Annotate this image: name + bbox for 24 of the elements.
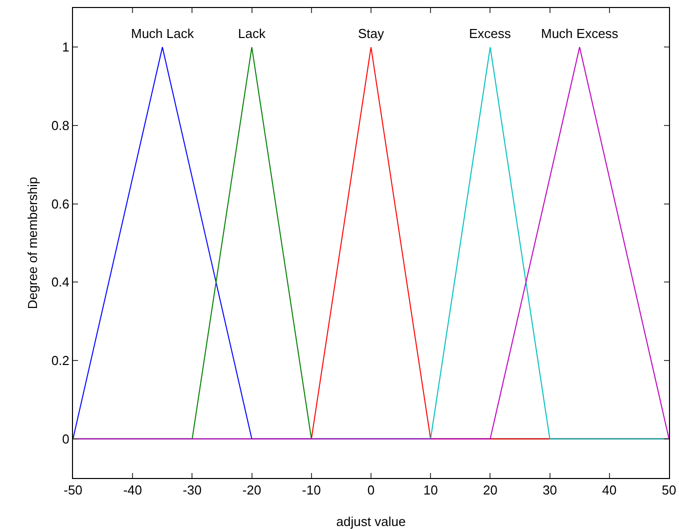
x-tick-label: -20 — [242, 482, 262, 498]
y-tick-label: 0.6 — [51, 196, 70, 212]
x-tick-label: -40 — [123, 482, 142, 498]
x-tick-label: 50 — [662, 482, 676, 498]
x-tick-label: -30 — [182, 482, 202, 498]
y-tick-label: 0.8 — [51, 118, 70, 134]
x-tick-label: 10 — [423, 482, 438, 498]
y-tick-label: 1 — [62, 40, 70, 55]
y-tick-label: 0 — [62, 431, 70, 446]
x-tick-label: 40 — [602, 482, 617, 498]
series-label: Excess — [469, 26, 512, 41]
series-label: Lack — [238, 26, 266, 41]
x-axis-title: adjust value — [336, 514, 406, 529]
x-tick-label: -10 — [302, 482, 321, 498]
y-tick-label: 0.2 — [51, 353, 70, 368]
x-tick-label: 0 — [367, 482, 375, 498]
series-label: Much Lack — [131, 26, 194, 41]
y-tick-label: 0.4 — [51, 274, 70, 290]
series-label: Stay — [358, 26, 385, 41]
y-axis-title: Degree of membership — [25, 176, 40, 310]
x-tick-label: -50 — [64, 482, 82, 498]
series-label: Much Excess — [541, 26, 619, 41]
x-tick-label: 30 — [542, 482, 558, 498]
x-tick-label: 20 — [482, 482, 498, 498]
